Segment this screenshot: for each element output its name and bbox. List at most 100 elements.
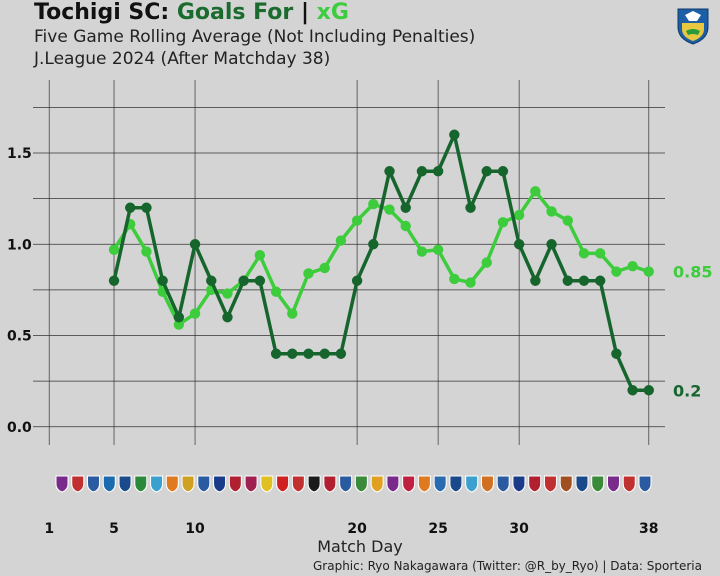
data-point-xg: [335, 235, 347, 246]
data-point-goals: [432, 166, 444, 177]
opponent-badge-icon: [402, 475, 416, 493]
opponent-badge-icon: [339, 475, 353, 493]
opponent-badge-icon: [150, 475, 164, 493]
data-point-goals: [173, 312, 185, 323]
data-point-xg: [594, 248, 606, 259]
opponent-badge-icon: [559, 475, 573, 493]
data-point-goals: [449, 129, 460, 140]
data-point-goals: [189, 239, 201, 250]
title-separator: |: [300, 0, 309, 25]
data-point-goals: [351, 275, 363, 286]
opponent-badge-icon: [165, 475, 179, 493]
opponent-badge-icon: [496, 475, 510, 493]
caption: Graphic: Ryo Nakagawara (Twitter: @R_by_…: [312, 559, 702, 573]
opponent-badge-icon: [102, 475, 116, 493]
opponent-badge-icon: [575, 475, 589, 493]
opponent-badge-icon: [87, 475, 101, 493]
x-tick-label: 10: [185, 521, 205, 537]
data-point-xg: [189, 308, 201, 319]
opponent-badge-icon: [323, 475, 337, 493]
data-point-xg: [141, 246, 152, 257]
data-point-goals: [643, 385, 654, 396]
data-point-xg: [513, 209, 525, 221]
opponent-badge-icon: [197, 475, 211, 493]
data-point-goals: [287, 348, 298, 359]
data-point-goals: [270, 348, 282, 359]
opponent-badge-icon: [134, 475, 148, 493]
data-point-goals: [319, 348, 330, 359]
opponent-badge-icon: [228, 475, 242, 493]
data-point-goals: [400, 202, 411, 213]
data-point-xg: [351, 215, 363, 226]
data-point-xg: [432, 244, 444, 255]
x-tick-label: 1: [44, 521, 54, 537]
data-point-goals: [611, 348, 622, 359]
data-point-xg: [270, 286, 282, 297]
data-point-xg: [481, 257, 492, 268]
opponent-badge-icon: [118, 475, 132, 493]
data-point-xg: [254, 250, 266, 261]
opponent-badge-icon: [449, 475, 463, 493]
data-point-goals: [125, 202, 136, 213]
data-point-xg: [497, 217, 509, 228]
data-point-xg: [368, 198, 379, 210]
data-point-xg: [530, 186, 541, 197]
data-point-xg: [319, 262, 330, 274]
data-point-xg: [384, 204, 395, 215]
data-point-goals: [222, 312, 233, 323]
opponent-badge-icon: [370, 475, 384, 493]
data-point-goals: [206, 275, 217, 286]
data-point-xg: [416, 246, 428, 257]
opponent-badge-icon: [213, 475, 227, 493]
opponent-badge-icon: [528, 475, 542, 493]
data-point-xg: [643, 266, 654, 277]
opponent-badge-icon: [591, 475, 605, 493]
data-point-xg: [627, 260, 638, 272]
opponent-badge-icon: [465, 475, 479, 493]
title-team: Tochigi SC:: [34, 0, 170, 25]
x-tick-label: 38: [639, 521, 658, 537]
data-point-goals: [562, 275, 573, 286]
opponent-badge-icon: [244, 475, 258, 493]
data-point-xg: [400, 220, 411, 232]
y-tick-label: 0.0: [7, 420, 32, 436]
data-point-xg: [465, 277, 476, 288]
data-point-xg: [578, 248, 590, 259]
data-point-goals: [384, 166, 395, 177]
opponent-badge-icon: [307, 475, 321, 493]
opponent-badge-icon: [354, 475, 368, 493]
chart-title: Tochigi SC: Goals For | xG: [34, 0, 349, 25]
data-point-xg: [546, 206, 557, 217]
title-goals: Goals For: [176, 0, 294, 25]
data-point-goals: [108, 275, 120, 286]
y-tick-label: 1.0: [7, 237, 32, 253]
data-point-goals: [481, 166, 492, 177]
data-point-xg: [173, 319, 185, 330]
opponent-badge-icon: [638, 475, 652, 493]
data-point-goals: [238, 275, 249, 286]
x-tick-label: 5: [109, 521, 119, 537]
data-point-goals: [465, 202, 476, 213]
opponent-badge-icon: [71, 475, 85, 493]
data-point-goals: [254, 275, 266, 286]
series-line-goals: [112, 133, 649, 392]
x-tick-label: 30: [509, 521, 529, 537]
data-point-goals: [627, 385, 638, 396]
x-tick-label: 25: [428, 521, 447, 537]
data-point-goals: [335, 348, 347, 359]
opponent-badge-icon: [480, 475, 494, 493]
data-point-goals: [416, 166, 428, 177]
opponent-badge-icon: [55, 475, 69, 493]
data-point-goals: [497, 166, 509, 177]
chart-subtitle-rolling: Five Game Rolling Average (Not Including…: [34, 27, 476, 47]
data-point-goals: [513, 239, 525, 250]
opponent-badge-icon: [276, 475, 290, 493]
data-point-xg: [562, 215, 573, 226]
chart-subtitle-season: J.League 2024 (After Matchday 38): [34, 49, 331, 69]
data-point-goals: [546, 239, 557, 250]
opponent-badge-icon: [606, 475, 620, 493]
end-label-xg: 0.85: [673, 263, 712, 282]
opponent-badge-icon: [417, 475, 431, 493]
opponent-badge-icon: [260, 475, 274, 493]
